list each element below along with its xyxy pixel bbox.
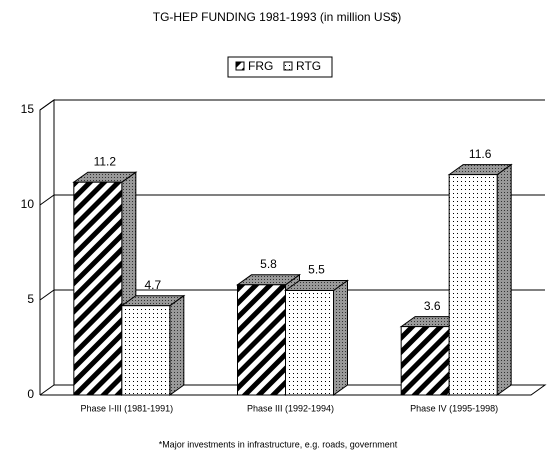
x-tick-label: Phase IV (1995-1998) [410,403,498,413]
y-tick-label: 15 [21,102,35,116]
bar [283,279,350,396]
grid-line [39,289,545,301]
footnote: *Major investments in infrastructure, e.… [159,439,398,449]
y-tick-label: 10 [21,197,35,211]
legend-swatch [235,61,245,71]
bar [447,163,513,396]
value-label: 4.7 [144,278,161,292]
y-tick-label: 5 [27,292,34,306]
legend-swatch [283,61,293,71]
value-label: 3.6 [424,299,441,313]
chart-title: TG-HEP FUNDING 1981-1993 (in million US$… [153,10,402,24]
bar-front [448,174,498,396]
value-label: 11.6 [469,147,492,161]
bar-front [285,290,334,396]
axis-wall [39,99,55,395]
bar-side [169,294,185,396]
value-label: 5.8 [260,257,277,271]
grid-line [39,384,545,396]
bar-side [333,279,348,396]
bar-front [400,326,450,396]
grid-line [39,194,545,206]
value-label: 11.2 [94,154,117,168]
y-tick-label: 0 [27,387,34,401]
bar-front [237,284,286,396]
grid-line [39,99,545,111]
bar-front [73,181,123,396]
bar [120,294,186,396]
x-tick-label: Phase III (1992-1994) [247,403,334,413]
bar-side [496,163,512,396]
x-tick-label: Phase I-III (1981-1991) [81,403,174,413]
legend-label: FRG [248,59,273,73]
value-label: 5.5 [308,263,325,277]
bar-front [121,305,171,396]
legend-label: RTG [296,59,321,73]
legend-box [227,56,333,78]
